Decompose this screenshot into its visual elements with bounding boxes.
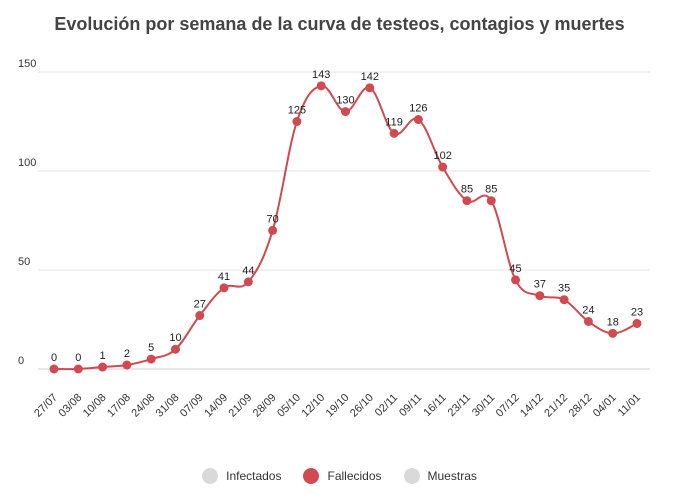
x-tick-label: 14/12 <box>518 392 546 420</box>
data-point <box>559 295 569 305</box>
data-label: 142 <box>361 71 379 83</box>
x-tick-label: 30/11 <box>470 392 497 419</box>
data-label: 1 <box>100 350 106 362</box>
data-point <box>413 115 423 125</box>
x-tick-label: 09/11 <box>397 392 424 419</box>
x-tick-label: 14/09 <box>202 392 230 420</box>
chart-title: Evolución por semana de la curva de test… <box>54 14 625 34</box>
series-line-fallecidos <box>53 84 638 371</box>
data-point <box>268 225 278 235</box>
gridlines <box>38 71 650 370</box>
data-points <box>49 81 642 374</box>
x-tick-label: 27/07 <box>32 392 60 420</box>
legend: Infectados Fallecidos Muestras <box>0 468 679 484</box>
data-label: 35 <box>558 283 570 295</box>
data-label: 44 <box>242 265 254 277</box>
data-label: 24 <box>582 304 594 316</box>
legend-swatch-fallecidos <box>303 468 320 484</box>
x-tick-label: 03/08 <box>56 392 84 420</box>
data-point <box>219 283 229 293</box>
data-label: 0 <box>51 352 57 364</box>
legend-swatch-muestras <box>403 468 420 484</box>
x-tick-label: 28/09 <box>251 392 279 420</box>
x-tick-label: 26/10 <box>348 392 376 420</box>
data-point <box>146 354 156 364</box>
y-tick-label: 100 <box>18 157 36 169</box>
x-tick-label: 31/08 <box>154 392 182 420</box>
data-label: 37 <box>534 279 546 291</box>
data-label: 125 <box>288 105 306 117</box>
x-tick-label: 19/10 <box>324 392 352 420</box>
data-point <box>243 277 253 287</box>
data-label: 126 <box>409 103 427 115</box>
data-label: 2 <box>124 348 130 360</box>
x-tick-label: 10/08 <box>81 392 109 420</box>
legend-item-infectados[interactable]: Infectados <box>202 468 281 484</box>
data-label: 102 <box>433 150 451 162</box>
data-point <box>608 328 618 338</box>
data-label: 0 <box>75 352 81 364</box>
data-label: 143 <box>312 69 330 81</box>
data-label: 41 <box>218 271 230 283</box>
x-tick-label: 21/09 <box>227 392 255 420</box>
x-tick-label: 07/09 <box>178 392 206 420</box>
x-tick-label: 05/10 <box>275 392 303 420</box>
legend-label-infectados: Infectados <box>226 469 282 483</box>
data-label: 45 <box>509 263 521 275</box>
data-point <box>341 107 350 117</box>
y-tick-label: 50 <box>18 256 30 268</box>
x-tick-label: 11/01 <box>616 392 643 419</box>
data-label: 85 <box>485 184 497 196</box>
data-point <box>535 291 545 301</box>
x-tick-label: 21/12 <box>542 392 570 420</box>
data-point <box>389 128 399 138</box>
x-axis-ticks: 27/0703/0810/0817/0824/0831/0807/0914/09… <box>32 392 643 420</box>
legend-label-fallecidos: Fallecidos <box>327 469 382 483</box>
data-point <box>316 81 326 91</box>
data-label: 18 <box>607 316 619 328</box>
y-axis-ticks: 0 50 100 150 <box>18 58 36 367</box>
legend-swatch-infectados <box>202 468 219 484</box>
data-point <box>122 360 132 370</box>
data-label: 27 <box>194 299 206 311</box>
data-point <box>195 311 205 321</box>
x-tick-label: 04/01 <box>591 392 619 420</box>
legend-item-muestras[interactable]: Muestras <box>403 468 477 484</box>
x-tick-label: 17/08 <box>105 392 133 420</box>
data-point <box>292 117 302 126</box>
data-label: 119 <box>385 116 403 128</box>
y-tick-label: 0 <box>18 355 24 367</box>
x-tick-label: 28/12 <box>567 392 595 420</box>
data-point <box>583 316 593 326</box>
legend-label-muestras: Muestras <box>427 469 477 483</box>
data-point <box>511 275 521 285</box>
x-tick-label: 24/08 <box>129 392 157 420</box>
data-point <box>632 318 642 328</box>
x-tick-label: 12/10 <box>299 392 327 420</box>
data-label: 10 <box>169 332 181 344</box>
x-tick-label: 02/11 <box>373 392 400 419</box>
data-point <box>462 196 472 206</box>
data-label: 85 <box>461 184 473 196</box>
data-label: 5 <box>148 342 154 354</box>
data-label: 23 <box>631 306 643 318</box>
data-point <box>438 162 448 172</box>
data-point <box>98 362 108 372</box>
x-tick-label: 07/12 <box>494 392 522 420</box>
data-point <box>365 83 375 93</box>
y-tick-label: 150 <box>18 58 36 70</box>
x-tick-label: 23/11 <box>446 392 473 419</box>
data-point <box>486 196 496 206</box>
legend-item-fallecidos[interactable]: Fallecidos <box>303 468 382 484</box>
data-point <box>170 344 180 354</box>
data-label: 70 <box>267 213 279 225</box>
data-point <box>49 364 59 374</box>
data-label: 130 <box>336 95 354 107</box>
data-point <box>73 364 83 374</box>
x-tick-label: 16/11 <box>421 392 448 419</box>
